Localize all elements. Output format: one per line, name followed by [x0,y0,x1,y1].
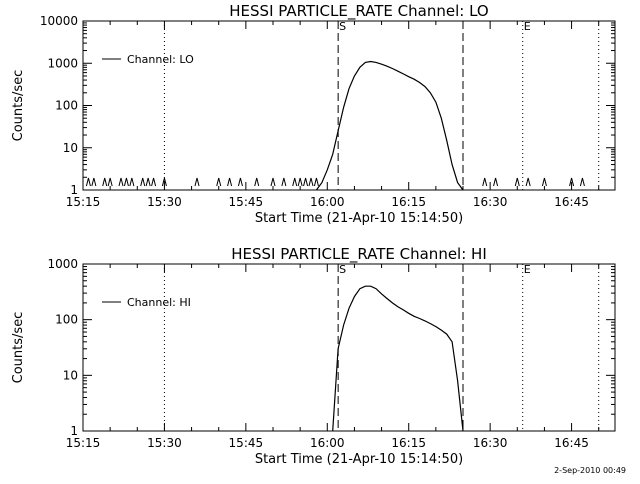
panel-0-spike [297,177,303,187]
panel-1-ytick-label: 10 [63,368,78,382]
panel-0-spike [140,177,146,187]
panel-0-spike [91,177,97,187]
panel-1-title: HESSI PARTICLE_RATE Channel: HI [231,245,487,264]
panel-1-ytick-label: 1000 [47,257,78,271]
panel-0-spike [525,177,531,187]
panel-0-spike [569,177,575,187]
panel-1-ytick-label: 100 [55,313,78,327]
panel-0-spike [303,177,309,187]
panel-1-frame [82,263,616,432]
panel-0-xtick-label: 15:45 [229,195,264,209]
panel-0-spike [482,177,488,187]
panel-1-xlabel: Start Time (21-Apr-10 15:14:50) [255,452,463,467]
panel-0-legend-label: Channel: LO [127,53,194,66]
panel-1-xtick-label: 15:30 [147,436,182,450]
panel-0-xtick-label: 15:30 [147,195,182,209]
panel-0-spike [216,177,222,187]
panel-1-xtick-label: 16:45 [554,436,589,450]
panel-0-xtick-label: 16:30 [473,195,508,209]
panel-0-spike [237,177,243,187]
panel-0-spike [254,177,260,187]
panel-0-series-0-line [315,60,464,191]
panel-0-xtick-label: 16:45 [554,195,589,209]
panel-0-spike [102,177,108,187]
panel-0-marker-label: E [524,20,531,33]
panel-0-frame [82,20,616,191]
panel-0-ylabel: Counts/sec [11,70,26,142]
panel-0-xtick-label: 16:00 [310,195,345,209]
panel-1-xtick-label: 16:15 [391,436,426,450]
panel-0-spike [118,177,124,187]
panel-0-spike [161,177,167,187]
panel-0-spike [514,177,520,187]
panel-1-ylabel: Counts/sec [11,312,26,384]
panel-0-spike [129,177,135,187]
panel-1-ytick-label: 1 [70,424,78,438]
panel-0-spike [579,177,585,187]
panel-0-spike [493,177,499,187]
footer-timestamp: 2-Sep-2010 00:49 [554,466,626,475]
panel-0-ytick-label: 10000 [40,14,78,28]
panel-0-spike [151,177,157,187]
panel-1-xtick-label: 15:15 [66,436,101,450]
panel-0-ytick-label: 1 [70,183,78,197]
panel-1-marker-label: E [524,263,531,276]
panel-0-spike [227,177,233,187]
panel-0-spike [270,177,276,187]
panel-0-spike [123,177,129,187]
panel-1-series-0-line [332,285,464,432]
panel-1-xtick-label: 16:00 [310,436,345,450]
panel-0-spike [85,177,91,187]
panel-0-xtick-label: 15:15 [66,195,101,209]
panel-0-ytick-label: 1000 [47,56,78,70]
panel-1-legend-label: Channel: HI [127,296,191,309]
panel-0-spike [541,177,547,187]
panel-0-spike [313,177,319,187]
panel-0-ytick-label: 10 [63,141,78,155]
panel-0-spike [107,177,113,187]
panel-0-spike [194,177,200,187]
panel-1-xtick-label: 16:30 [473,436,508,450]
panel-0-xlabel: Start Time (21-Apr-10 15:14:50) [255,211,463,226]
panel-0-spike [145,177,151,187]
panel-1-marker-label: S [339,263,346,276]
panel-1-xtick-label: 15:45 [229,436,264,450]
panel-0-title: HESSI PARTICLE_RATE Channel: LO [229,2,488,21]
panel-0-spike [308,177,314,187]
panel-0-ytick-label: 100 [55,99,78,113]
panel-0-marker-label: S [339,20,346,33]
panel-0-xtick-label: 16:15 [391,195,426,209]
panel-0-spike [281,177,287,187]
panel-0-spike [292,177,298,187]
